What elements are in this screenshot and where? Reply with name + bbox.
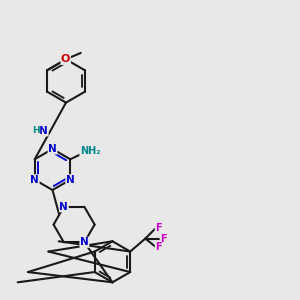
Text: F: F <box>160 234 167 244</box>
Text: N: N <box>30 175 39 185</box>
Text: N: N <box>39 126 48 136</box>
Text: N: N <box>59 202 68 212</box>
Text: H: H <box>32 126 40 135</box>
Text: N: N <box>66 175 75 185</box>
Text: F: F <box>155 223 162 233</box>
Text: NH₂: NH₂ <box>80 146 101 156</box>
Text: O: O <box>61 54 70 64</box>
Text: F: F <box>155 242 162 252</box>
Text: N: N <box>80 237 89 248</box>
Text: N: N <box>48 144 57 154</box>
